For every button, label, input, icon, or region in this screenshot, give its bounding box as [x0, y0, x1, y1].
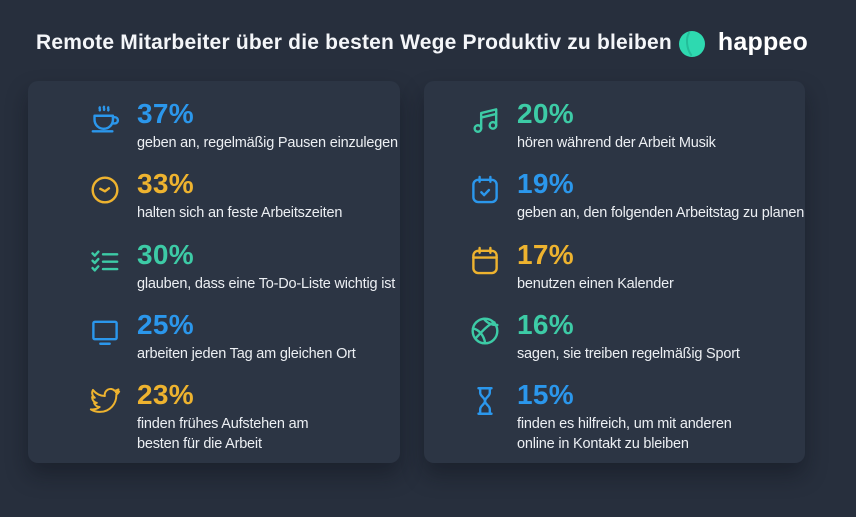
stat-description: glauben, dass eine To-Do-Liste wichtig i… [137, 275, 396, 292]
stat-value: 37% [137, 98, 194, 129]
happeo-logo-text: happeo [717, 28, 808, 56]
left-panel: 37% geben an, regelmäßig Pausen einzuleg… [28, 81, 400, 463]
stat-item-sport: 16% sagen, sie treiben regelmäßig Sport [466, 308, 799, 364]
stat-value: 20% [517, 98, 574, 129]
stat-item-same-place: 25% arbeiten jeden Tag am gleichen Ort [86, 308, 390, 364]
stat-description: sagen, sie treiben regelmäßig Sport [517, 345, 740, 362]
stat-body: 16% sagen, sie treiben regelmäßig Sport [517, 308, 740, 364]
happeo-logo-icon [673, 29, 711, 59]
checklist-icon [86, 244, 124, 278]
header: Remote Mitarbeiter über die besten Wege … [36, 26, 808, 59]
calendar-icon [466, 244, 504, 278]
stat-value: 30% [137, 238, 194, 270]
hourglass-icon [466, 384, 504, 418]
stat-body: 19% geben an, den folgenden Arbeitstag z… [517, 170, 804, 223]
stat-value: 16% [517, 308, 574, 340]
stat-body: 33% halten sich an feste Arbeitszeiten [137, 170, 342, 223]
basketball-icon [466, 314, 504, 348]
page-title: Remote Mitarbeiter über die besten Wege … [36, 30, 672, 54]
stat-description: halten sich an feste Arbeitszeiten [137, 205, 343, 222]
clock-icon [86, 173, 124, 207]
stat-description: geben an, den folgenden Arbeitstag zu pl… [517, 205, 805, 222]
stat-description: geben an, regelmäßig Pausen einzulegen [137, 135, 398, 151]
stat-description: hören während der Arbeit Musik [517, 135, 716, 151]
happeo-logo: happeo [673, 26, 808, 59]
stat-value: 23% [137, 379, 194, 411]
right-panel: 20% hören während der Arbeit Musik 19% g… [424, 81, 805, 463]
stat-value: 19% [517, 168, 574, 200]
bird-icon [86, 384, 124, 418]
stat-body: 15% finden es hilfreich, um mit anderen … [517, 381, 771, 455]
stat-description: finden frühes Aufstehen am besten für di… [137, 416, 309, 453]
stat-description: arbeiten jeden Tag am gleichen Ort [137, 345, 356, 362]
stat-body: 20% hören während der Arbeit Musik [517, 100, 716, 153]
stats-panels: 37% geben an, regelmäßig Pausen einzuleg… [28, 81, 856, 463]
calendar-check-icon [466, 173, 504, 207]
stat-description: benutzen einen Kalender [517, 275, 674, 292]
stat-body: 37% geben an, regelmäßig Pausen einzuleg… [137, 100, 398, 153]
stat-item-plan-next-day: 19% geben an, den folgenden Arbeitstag z… [466, 170, 804, 223]
stat-item-music: 20% hören während der Arbeit Musik [466, 100, 799, 153]
stat-item-todo-list: 30% glauben, dass eine To-Do-Liste wicht… [86, 240, 395, 294]
stat-body: 25% arbeiten jeden Tag am gleichen Ort [137, 308, 356, 364]
stat-value: 33% [137, 168, 194, 200]
stat-value: 25% [137, 308, 194, 340]
stat-value: 15% [517, 379, 574, 411]
stat-description: finden es hilfreich, um mit anderen onli… [517, 416, 732, 453]
stat-item-breaks: 37% geben an, regelmäßig Pausen einzuleg… [86, 100, 398, 153]
stat-body: 30% glauben, dass eine To-Do-Liste wicht… [137, 238, 396, 294]
stat-item-calendar: 17% benutzen einen Kalender [466, 238, 799, 294]
monitor-icon [86, 314, 124, 348]
coffee-cup-icon [86, 103, 124, 137]
stat-item-working-hours: 33% halten sich an feste Arbeitszeiten [86, 170, 390, 223]
stat-body: 17% benutzen einen Kalender [517, 238, 674, 294]
music-note-icon [466, 103, 504, 137]
stat-item-early-rise: 23% finden frühes Aufstehen am besten fü… [86, 381, 390, 455]
stat-body: 23% finden frühes Aufstehen am besten fü… [137, 381, 349, 455]
stat-item-stay-connected: 15% finden es hilfreich, um mit anderen … [466, 381, 799, 455]
stat-value: 17% [517, 238, 574, 270]
